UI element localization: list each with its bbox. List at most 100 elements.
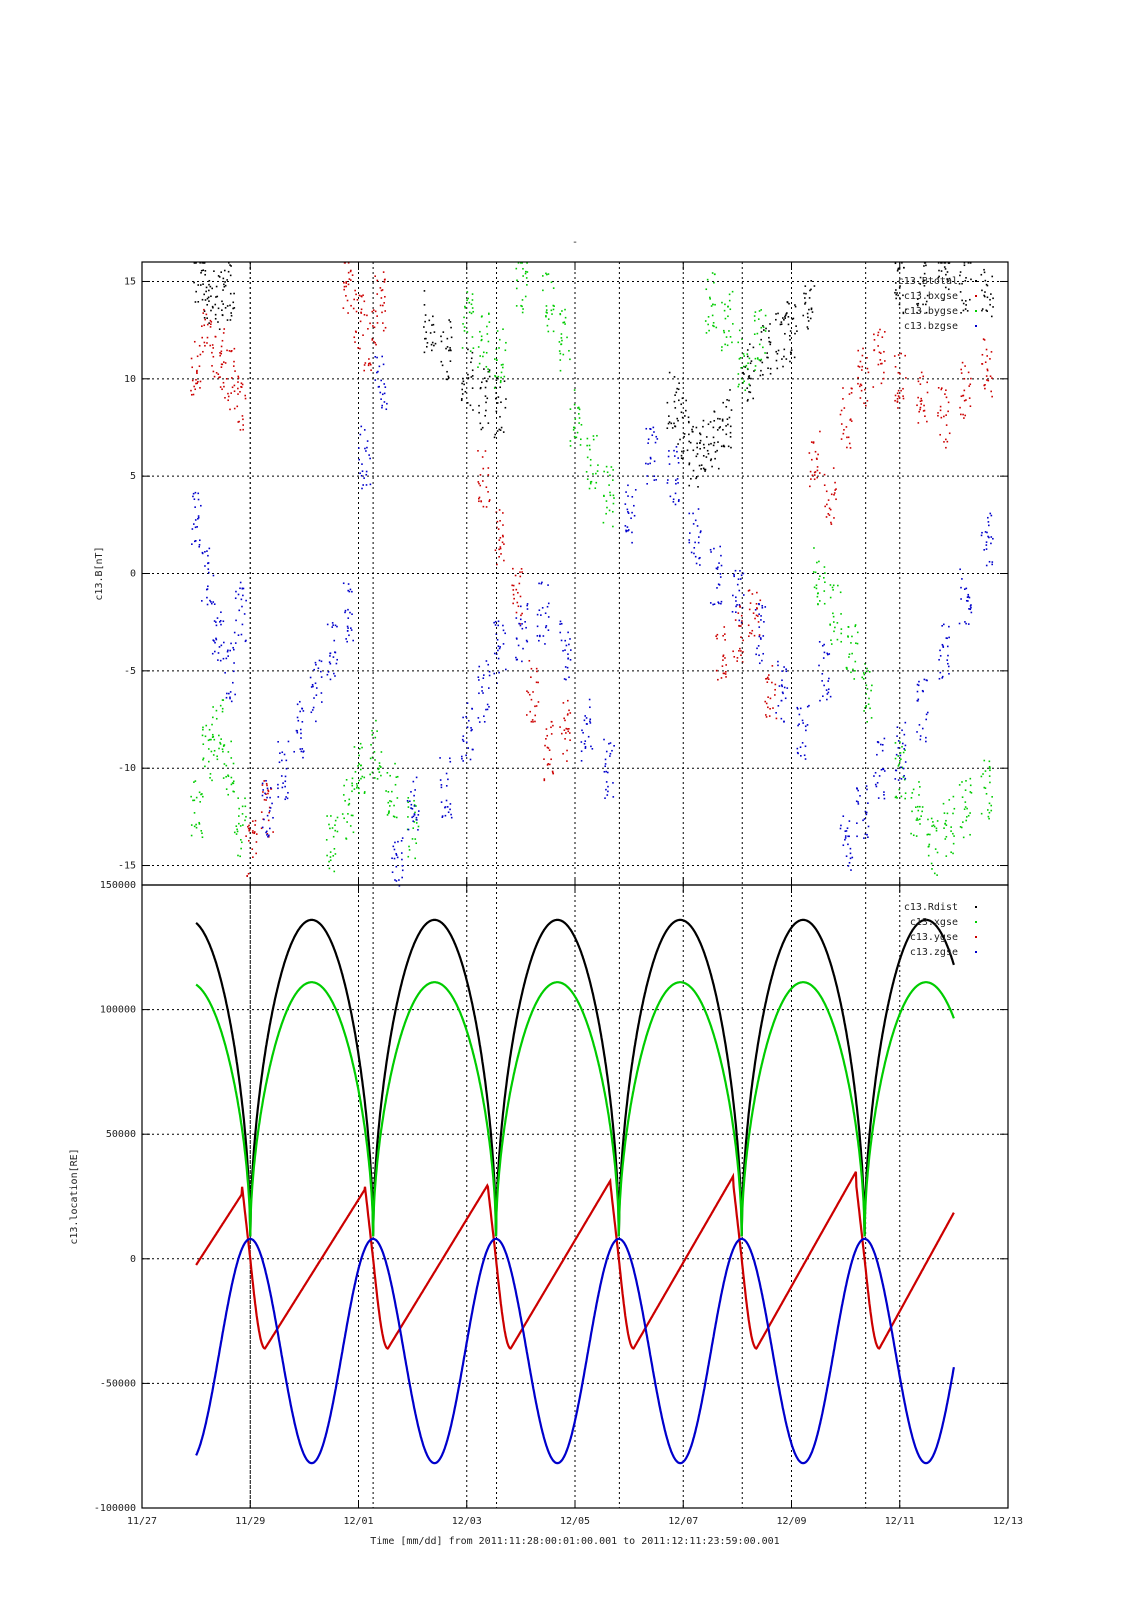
data-point bbox=[514, 574, 517, 577]
data-point bbox=[783, 318, 785, 321]
data-point bbox=[725, 405, 728, 408]
data-point bbox=[343, 281, 345, 284]
data-point bbox=[722, 659, 724, 661]
data-point bbox=[695, 455, 698, 458]
data-point bbox=[220, 271, 223, 273]
data-point bbox=[495, 379, 498, 381]
data-point bbox=[313, 697, 315, 699]
data-point bbox=[927, 818, 929, 821]
data-point bbox=[840, 423, 843, 425]
data-point bbox=[576, 431, 579, 434]
data-point bbox=[193, 340, 196, 343]
data-point bbox=[947, 288, 950, 291]
data-point bbox=[287, 791, 289, 794]
data-point bbox=[743, 355, 746, 357]
data-point bbox=[861, 676, 864, 679]
data-point bbox=[812, 571, 815, 573]
data-point bbox=[674, 394, 676, 396]
data-point bbox=[261, 794, 264, 797]
data-point bbox=[611, 749, 613, 752]
data-point bbox=[830, 643, 833, 645]
data-point bbox=[894, 365, 897, 368]
data-point bbox=[550, 758, 552, 761]
data-point bbox=[216, 617, 219, 619]
data-point bbox=[866, 833, 868, 836]
data-point bbox=[465, 741, 468, 744]
data-point bbox=[380, 774, 382, 777]
data-point bbox=[609, 752, 612, 755]
data-point bbox=[561, 339, 563, 342]
data-point bbox=[383, 401, 386, 403]
data-point bbox=[680, 457, 683, 459]
data-point bbox=[227, 392, 229, 395]
data-point bbox=[281, 751, 284, 754]
data-point bbox=[916, 303, 918, 305]
data-point bbox=[202, 262, 205, 264]
data-point bbox=[315, 720, 317, 723]
data-point bbox=[865, 670, 868, 673]
data-point bbox=[962, 394, 964, 397]
data-point bbox=[235, 825, 238, 827]
data-point bbox=[394, 762, 396, 765]
data-point bbox=[944, 262, 947, 264]
data-point bbox=[206, 297, 209, 300]
data-point bbox=[383, 278, 386, 281]
data-point bbox=[214, 641, 216, 644]
data-point bbox=[358, 754, 360, 757]
data-point bbox=[707, 452, 710, 455]
data-point bbox=[961, 578, 963, 580]
data-point bbox=[347, 608, 349, 611]
data-point bbox=[740, 574, 743, 577]
data-point bbox=[226, 650, 229, 653]
data-point bbox=[585, 717, 588, 719]
data-point bbox=[693, 552, 695, 555]
data-point bbox=[247, 825, 249, 828]
data-point bbox=[329, 652, 331, 655]
data-point bbox=[440, 801, 443, 803]
data-point bbox=[857, 789, 859, 792]
data-point bbox=[387, 812, 390, 815]
data-point bbox=[807, 320, 810, 322]
data-point bbox=[217, 373, 220, 376]
data-point bbox=[498, 338, 501, 341]
data-point bbox=[758, 654, 760, 657]
data-point bbox=[769, 343, 772, 346]
data-point bbox=[883, 793, 885, 796]
data-point bbox=[255, 833, 258, 835]
data-point bbox=[830, 521, 832, 524]
top-y-axis-label: c13.B[nT] bbox=[94, 546, 105, 600]
data-point bbox=[573, 389, 576, 391]
data-point bbox=[684, 409, 687, 412]
data-point bbox=[904, 777, 907, 780]
data-point bbox=[645, 427, 648, 430]
data-point bbox=[584, 745, 587, 748]
data-point bbox=[822, 577, 825, 579]
data-point bbox=[224, 396, 226, 399]
data-point bbox=[681, 450, 683, 453]
bottom-y-tick-label: -50000 bbox=[100, 1378, 136, 1389]
data-point bbox=[327, 671, 330, 673]
data-point bbox=[536, 613, 539, 616]
data-point bbox=[197, 492, 200, 495]
data-point bbox=[724, 673, 727, 675]
legend-label: c13.bxgse bbox=[904, 291, 958, 302]
data-point bbox=[717, 566, 719, 569]
data-point bbox=[919, 735, 922, 737]
data-point bbox=[923, 404, 925, 407]
top-series-c13-bygse bbox=[190, 262, 993, 876]
data-point bbox=[563, 678, 566, 680]
data-point bbox=[939, 405, 942, 408]
data-point bbox=[691, 428, 693, 431]
data-point bbox=[233, 407, 236, 410]
data-point bbox=[985, 375, 988, 377]
data-point bbox=[239, 587, 241, 590]
data-point bbox=[525, 626, 527, 629]
data-point bbox=[197, 517, 199, 520]
data-point bbox=[196, 369, 198, 372]
data-point bbox=[207, 296, 210, 299]
data-point bbox=[193, 799, 196, 802]
data-point bbox=[992, 297, 994, 300]
data-point bbox=[480, 335, 483, 338]
